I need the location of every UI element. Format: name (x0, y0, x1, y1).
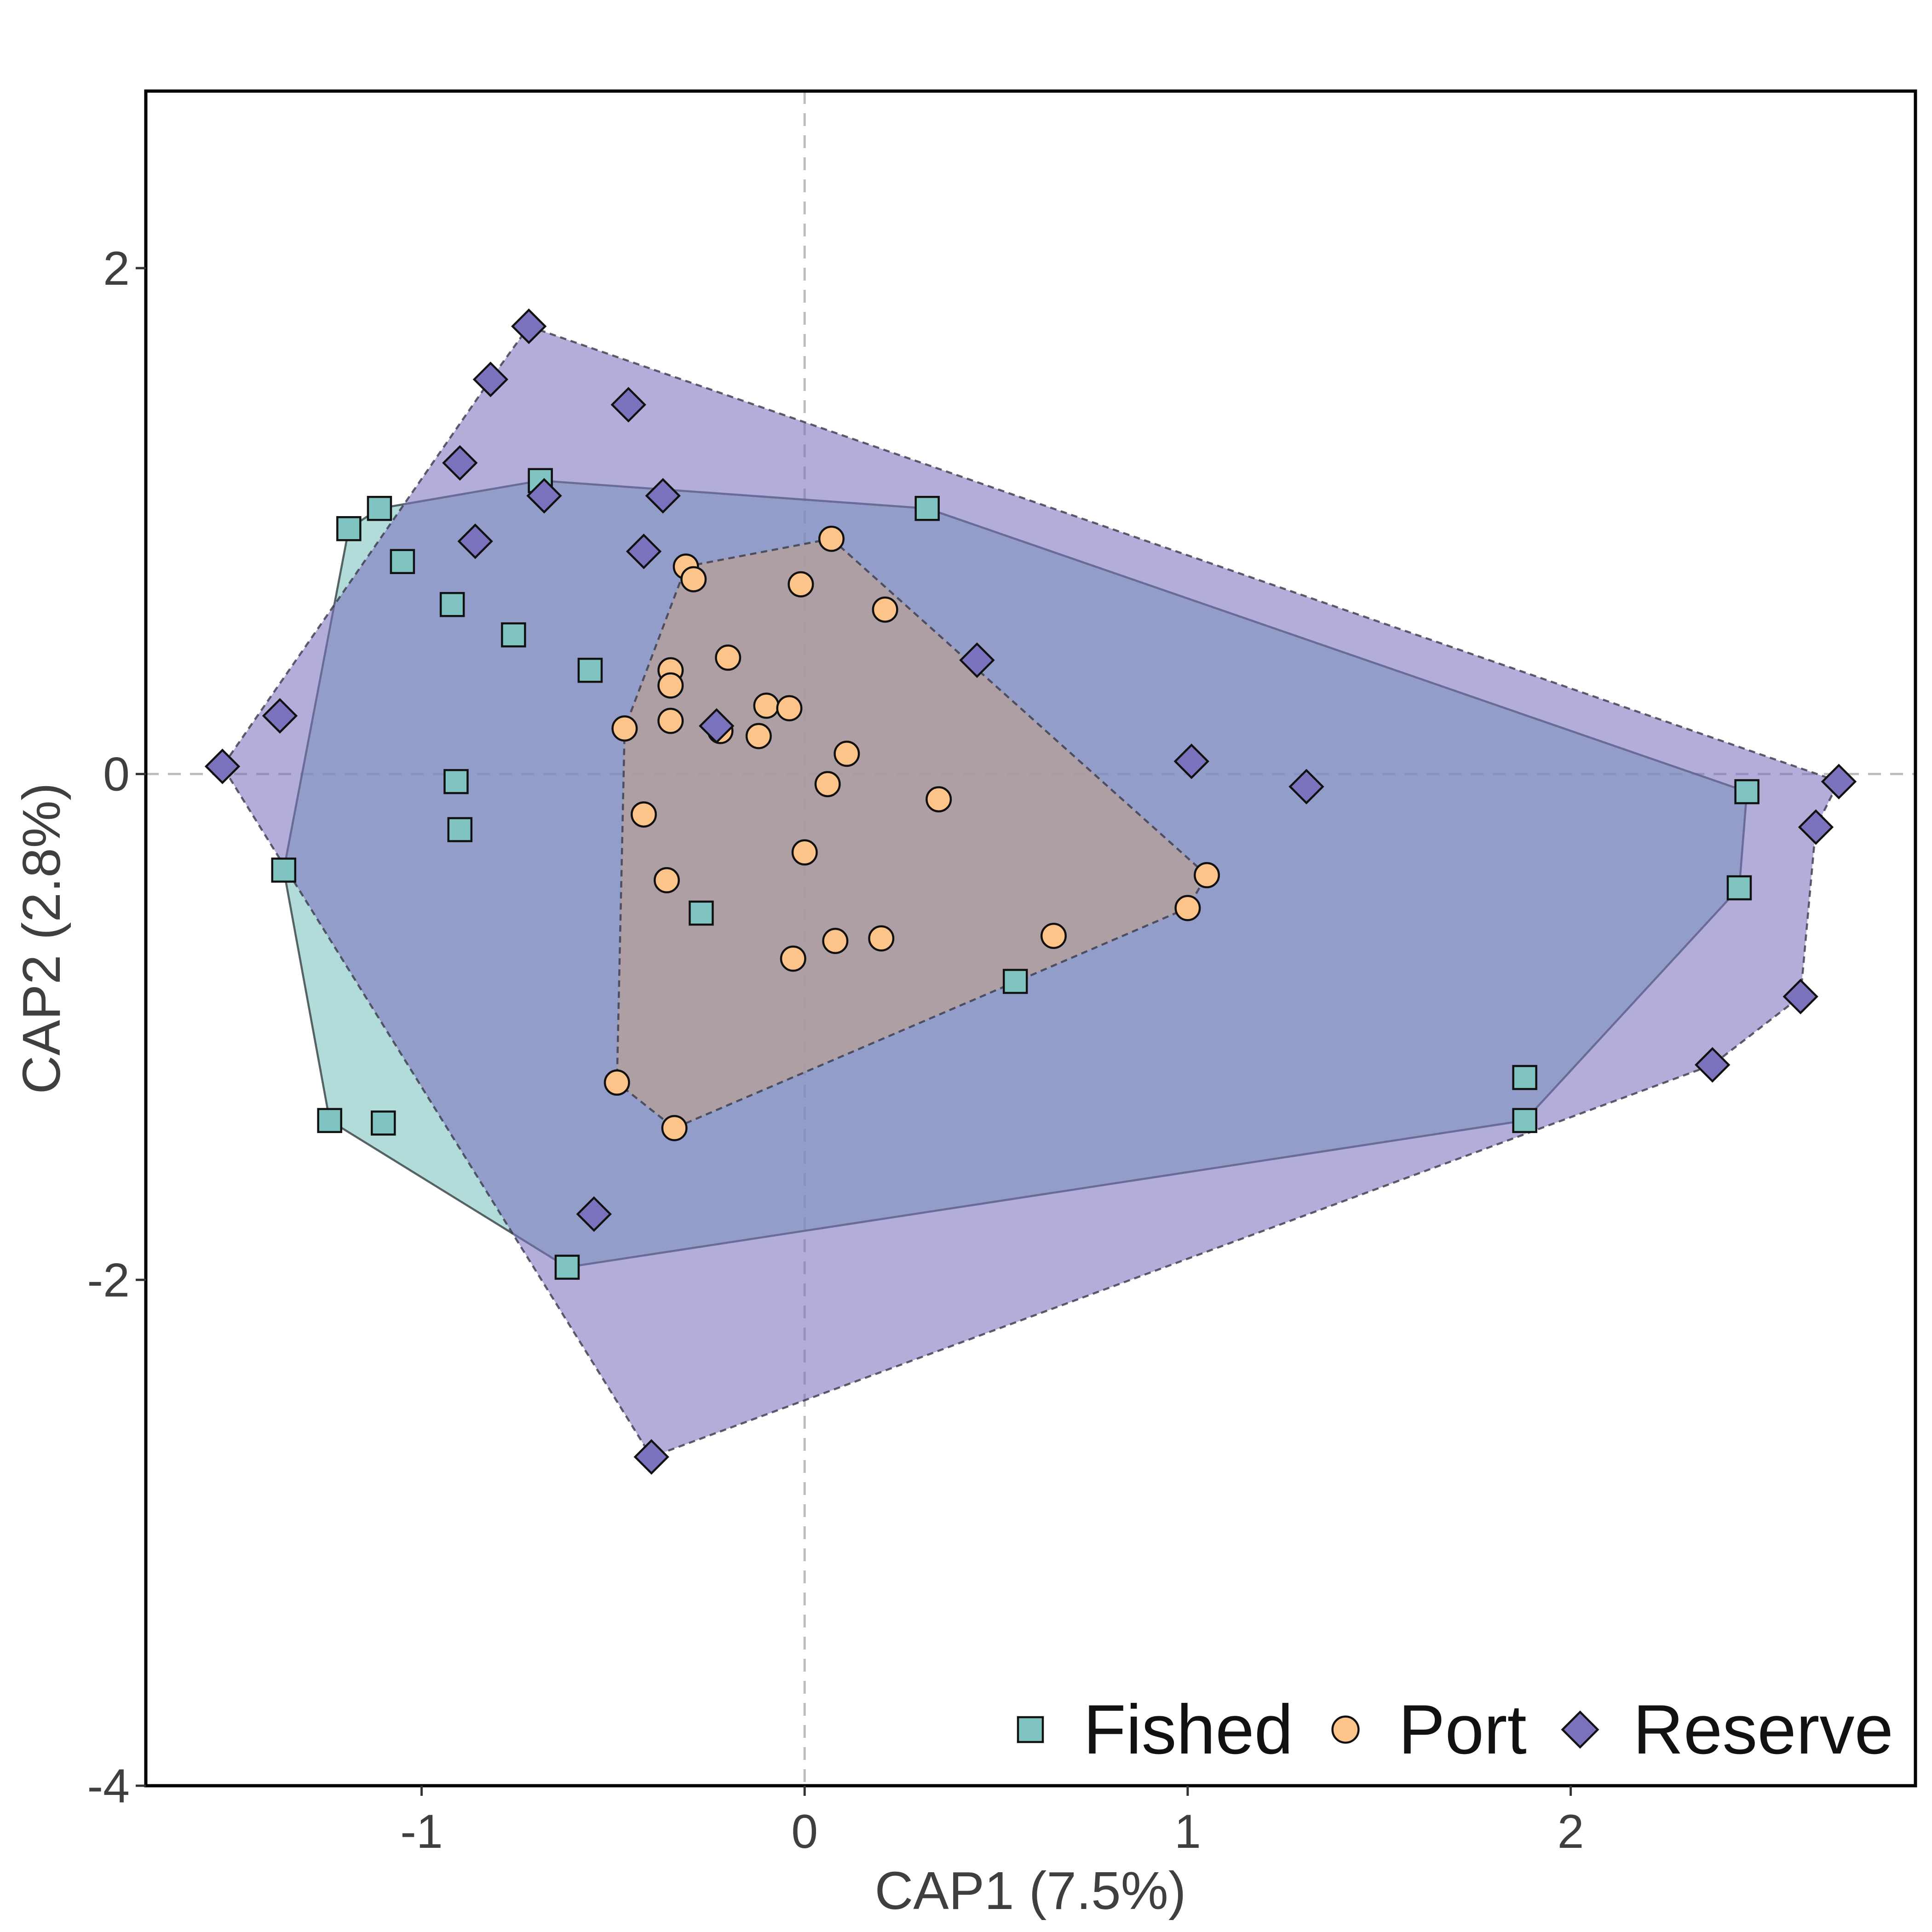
point-fished (501, 622, 526, 648)
point-reserve (1173, 743, 1209, 779)
point-reserve (1798, 809, 1834, 845)
point-reserve (1694, 1047, 1731, 1083)
x-tick-label: 2 (1558, 1805, 1584, 1858)
point-reserve (442, 445, 478, 481)
point-port (1194, 862, 1220, 889)
point-port (868, 925, 895, 952)
point-port (745, 723, 772, 749)
x-tick-label: 1 (1174, 1805, 1201, 1858)
legend-label-fished: Fished (1083, 1690, 1293, 1769)
point-reserve (959, 642, 995, 678)
legend-label-port: Port (1398, 1690, 1527, 1769)
x-tick-label: 0 (791, 1805, 818, 1858)
x-tick-label: -1 (400, 1805, 443, 1858)
point-port (788, 571, 814, 598)
point-port (657, 707, 684, 734)
point-fished (367, 496, 392, 521)
point-port (780, 945, 806, 972)
point-port (657, 672, 684, 699)
point-fished (447, 817, 473, 842)
point-reserve (645, 478, 681, 514)
point-reserve (526, 478, 562, 514)
point-port (661, 1115, 688, 1141)
point-fished (1512, 1108, 1537, 1133)
point-reserve (511, 308, 547, 345)
legend: Fished Port Reserve (1017, 1690, 1893, 1769)
point-fished (443, 769, 469, 794)
point-port (776, 695, 803, 722)
legend-key-reserve (1561, 1710, 1599, 1749)
point-port (834, 741, 860, 767)
point-fished (1726, 875, 1752, 901)
point-port (680, 566, 707, 592)
point-port (926, 786, 952, 813)
point-port (872, 596, 898, 623)
point-fished (577, 657, 603, 683)
y-tick-label: 2 (103, 242, 130, 295)
y-tick-label: 0 (103, 748, 130, 801)
y-tick-label: -2 (87, 1254, 130, 1307)
point-reserve (1288, 769, 1324, 805)
point-reserve (1782, 978, 1818, 1015)
point-reserve (457, 523, 493, 559)
point-fished (371, 1110, 396, 1136)
y-axis-ticks: -4 -2 0 2 (87, 242, 146, 1813)
point-port (604, 1069, 630, 1096)
legend-label-reserve: Reserve (1633, 1690, 1893, 1769)
point-reserve (633, 1439, 669, 1475)
y-axis-title: CAP2 (2.8%) (12, 783, 71, 1094)
x-axis-title: CAP1 (7.5%) (875, 1861, 1186, 1920)
legend-key-fished (1017, 1716, 1044, 1743)
data-points (204, 308, 1857, 1475)
point-port (791, 839, 818, 866)
point-reserve (576, 1196, 612, 1232)
point-reserve (204, 748, 241, 784)
point-fished (336, 516, 362, 541)
group-hulls (221, 325, 1840, 1458)
point-port (715, 644, 742, 671)
point-port (653, 867, 680, 894)
point-fished (1512, 1065, 1537, 1090)
point-reserve (610, 387, 646, 423)
point-fished (689, 900, 714, 926)
point-reserve (1821, 764, 1857, 799)
point-fished (554, 1254, 580, 1280)
legend-key-port (1331, 1715, 1360, 1744)
point-port (630, 801, 657, 828)
point-port (822, 927, 849, 954)
point-port (814, 771, 841, 798)
point-fished (1002, 969, 1028, 994)
point-reserve (262, 698, 298, 734)
point-reserve (626, 534, 662, 569)
point-fished (317, 1108, 342, 1133)
point-reserve (472, 362, 509, 397)
point-port (818, 525, 845, 552)
point-fished (1734, 779, 1760, 805)
x-axis-ticks: -1 0 1 2 (400, 1786, 1584, 1858)
point-port (753, 692, 780, 719)
point-port (1174, 895, 1201, 921)
point-port (1040, 923, 1067, 949)
point-reserve (699, 708, 735, 744)
y-tick-label: -4 (87, 1760, 130, 1813)
point-fished (271, 857, 297, 883)
plot-frame (144, 89, 1917, 1788)
point-fished (914, 496, 940, 521)
point-fished (439, 592, 465, 617)
point-fished (390, 549, 415, 574)
point-port (611, 715, 638, 742)
